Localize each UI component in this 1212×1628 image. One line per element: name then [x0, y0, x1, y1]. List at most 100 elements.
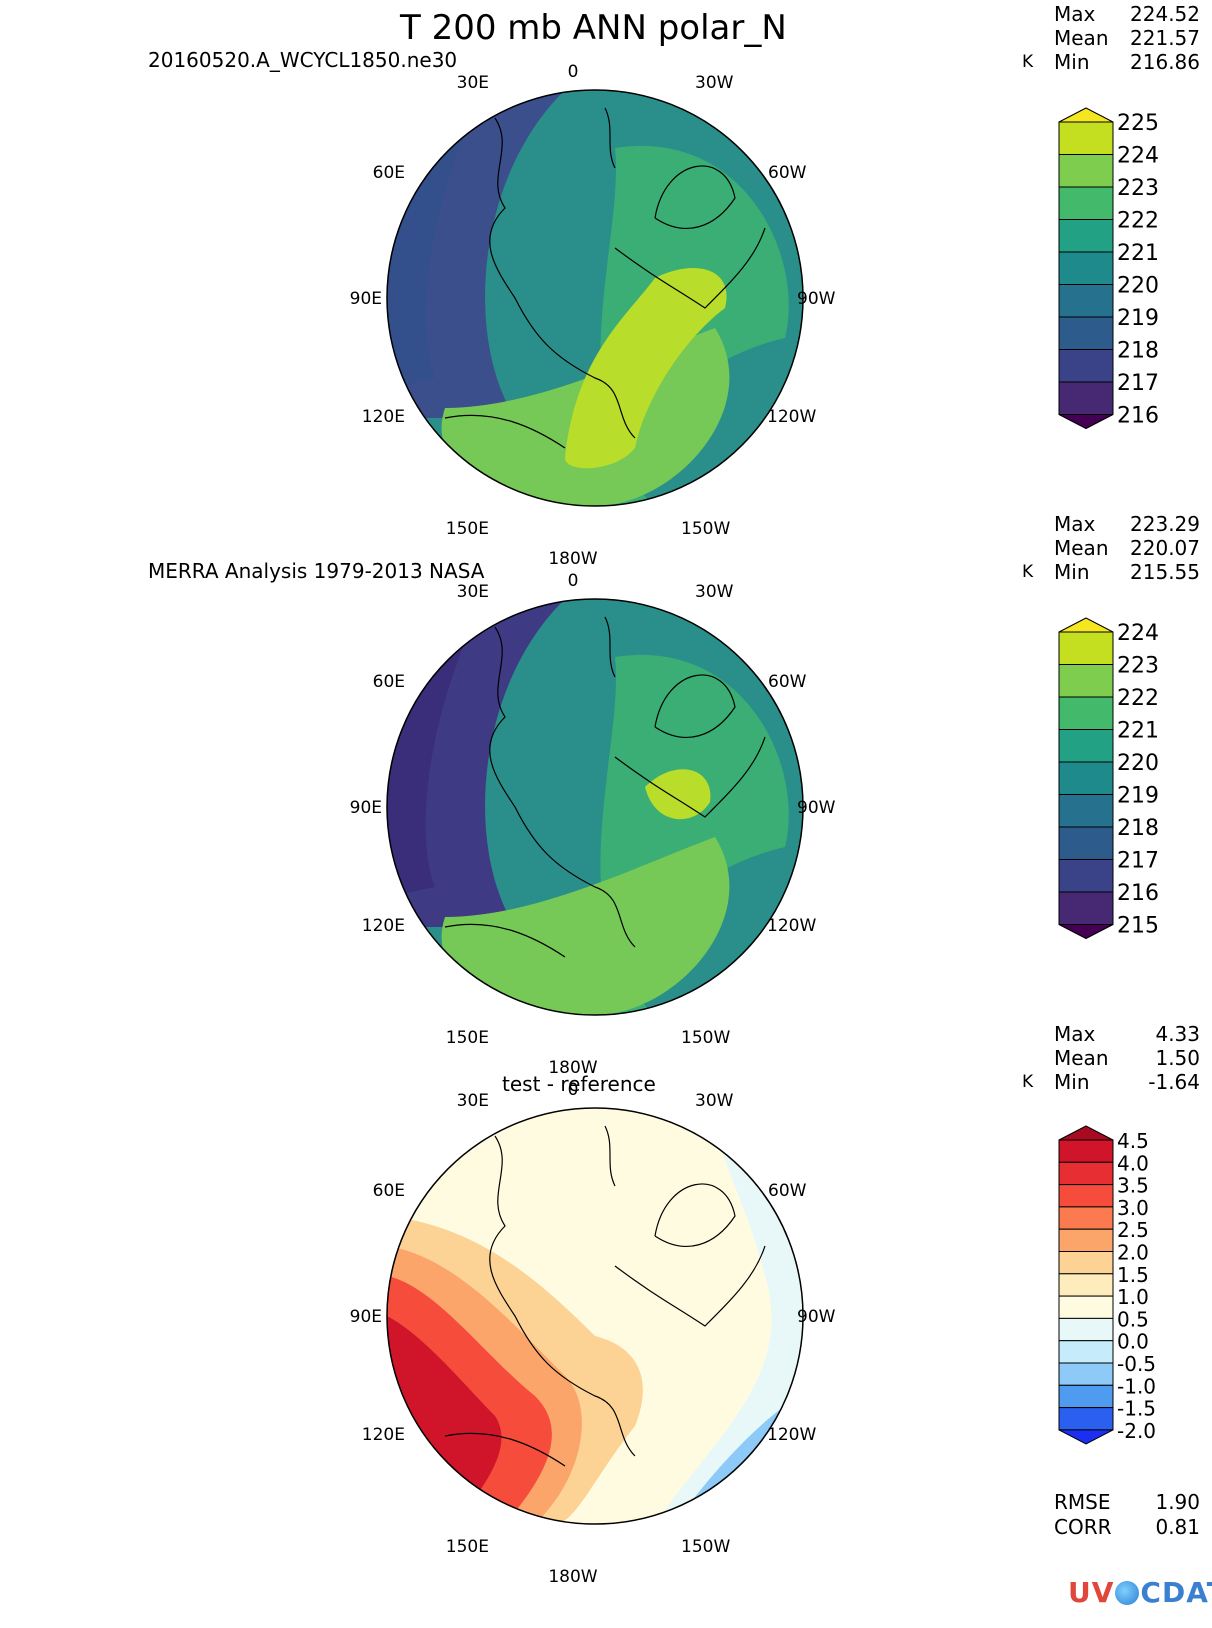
colorbar-tick-label: 221: [1117, 719, 1159, 744]
lon-label-180w: 180W: [548, 1567, 597, 1587]
map-boundary: [386, 598, 804, 1016]
lon-label-0: 0: [568, 571, 579, 591]
colorbar-tick-label: 216: [1117, 404, 1159, 429]
colorbar-swatch: [1058, 794, 1114, 828]
uvcdat-logo: UV CDAT: [1068, 1576, 1212, 1609]
lon-label-120w: 120W: [767, 916, 816, 936]
lon-label-30w: 30W: [695, 1091, 734, 1111]
panel-2-mean-value: 220.07: [1130, 536, 1200, 560]
warmest-region: [645, 769, 711, 820]
colorbar-tick-label: 2.5: [1117, 1218, 1149, 1242]
colorbar-tick-label: 220: [1117, 751, 1159, 776]
colorbar-swatch: [1058, 1161, 1114, 1186]
rmse-value: 1.90: [1155, 1490, 1200, 1514]
colorbar-tick-label: 2.0: [1117, 1241, 1149, 1265]
lon-label-90w: 90W: [797, 1307, 836, 1327]
lon-label-30w: 30W: [695, 73, 734, 93]
colorbar-tick-label: -1.5: [1117, 1397, 1156, 1421]
colorbar-tick-label: 1.0: [1117, 1285, 1149, 1309]
colorbar-swatch: [1058, 251, 1114, 285]
colorbar-tick-label: -2.0: [1117, 1419, 1156, 1443]
panel-3-max-value: 4.33: [1155, 1022, 1200, 1046]
panel-2-unit: K: [1022, 562, 1034, 582]
lon-label-120w: 120W: [767, 407, 816, 427]
map-panel-1: [387, 90, 803, 506]
lon-label-150e: 150E: [446, 519, 489, 539]
lon-label-120e: 120E: [362, 916, 405, 936]
panel-3-mean-value: 1.50: [1155, 1046, 1200, 1070]
colorbar-tick-label: 222: [1117, 686, 1159, 711]
panel-3-subtitle: test - reference: [502, 1072, 656, 1096]
lon-label-120e: 120E: [362, 1425, 405, 1445]
colorbar-bottom-arrow: [1058, 1429, 1114, 1445]
lon-label-150e: 150E: [446, 1537, 489, 1557]
map-boundary: [386, 89, 804, 507]
corr-value: 0.81: [1155, 1515, 1200, 1539]
colorbar-tick-label: 217: [1117, 849, 1159, 874]
colorbar-tick-label: 219: [1117, 306, 1159, 331]
logo-part-1: UV: [1068, 1576, 1115, 1609]
colorbar-tick-label: 4.0: [1117, 1151, 1149, 1175]
colorbar-swatch: [1058, 186, 1114, 220]
colorbar-swatch: [1058, 826, 1114, 860]
colorbar-bottom-arrow: [1058, 924, 1114, 940]
rmse-label: RMSE: [1054, 1490, 1111, 1514]
colorbar-tick-label: 218: [1117, 816, 1159, 841]
colorbar-tick-label: -1.0: [1117, 1374, 1156, 1398]
colorbar-tick-label: -0.5: [1117, 1352, 1156, 1376]
panel-1-min-value: 216.86: [1130, 50, 1200, 74]
colorbar-swatch: [1058, 1295, 1114, 1319]
warmest-region: [565, 268, 727, 469]
panel-3-min-label: Min: [1054, 1070, 1090, 1094]
lon-label-180w: 180W: [548, 1058, 597, 1078]
colorbar-swatch: [1058, 1362, 1114, 1386]
colorbar-swatch: [1058, 729, 1114, 763]
near-zero-region: [655, 1108, 803, 1524]
lon-label-60w: 60W: [768, 163, 807, 183]
colorbar-tick-label: 215: [1117, 914, 1159, 939]
colorbar-top-arrow: [1058, 107, 1114, 123]
colorbar-top-arrow: [1058, 617, 1114, 633]
colorbar-swatch: [1058, 1228, 1114, 1252]
colorbar-2: 224 223 222 221 220 219 218 217 216 215: [1058, 617, 1159, 940]
panel-2-mean-label: Mean: [1054, 536, 1109, 560]
colorbar-swatch: [1058, 1206, 1114, 1230]
panel-1-min-label: Min: [1054, 50, 1090, 74]
colorbar-tick-label: 223: [1117, 654, 1159, 679]
lon-label-180w: 180W: [548, 549, 597, 569]
panel-3-min-value: -1.64: [1148, 1070, 1200, 1094]
lon-label-60w: 60W: [768, 672, 807, 692]
panel-2-max-value: 223.29: [1130, 512, 1200, 536]
lon-label-90e: 90E: [350, 1307, 382, 1327]
panel-1-max-label: Max: [1054, 2, 1096, 26]
colorbar-swatch: [1058, 154, 1114, 188]
lon-label-30w: 30W: [695, 582, 734, 602]
colorbar-tick-label: 222: [1117, 209, 1159, 234]
panel-1-subtitle: 20160520.A_WCYCL1850.ne30: [148, 48, 458, 72]
corr-label: CORR: [1054, 1515, 1112, 1539]
panel-2-max-label: Max: [1054, 512, 1096, 536]
lon-label-0: 0: [568, 62, 579, 82]
colorbar-3: 4.54.03.53.02.52.01.51.00.50.0-0.5-1.0-1…: [1058, 1125, 1156, 1445]
panel-2-min-label: Min: [1054, 560, 1090, 584]
panel-1-mean-label: Mean: [1054, 26, 1109, 50]
panel-2-min-value: 215.55: [1130, 560, 1200, 584]
colorbar-tick-label: 221: [1117, 241, 1159, 266]
colorbar-tick-label: 216: [1117, 881, 1159, 906]
colorbar-top-arrow: [1058, 1125, 1114, 1141]
colorbar-swatch: [1058, 121, 1114, 155]
colorbar-swatch: [1058, 664, 1114, 698]
map-panel-2: [387, 599, 803, 1015]
coastline: [444, 1125, 766, 1467]
colorbar-tick-label: 224: [1117, 621, 1159, 646]
colorbar-tick-label: 217: [1117, 371, 1159, 396]
panel-3-max-label: Max: [1054, 1022, 1096, 1046]
lon-label-60e: 60E: [373, 163, 405, 183]
lon-label-150w: 150W: [681, 1028, 730, 1048]
colorbar-swatch: [1058, 1251, 1114, 1275]
lon-label-60w: 60W: [768, 1181, 807, 1201]
colorbar-tick-label: 4.5: [1117, 1129, 1149, 1153]
colorbar-tick-label: 0.0: [1117, 1330, 1149, 1354]
colorbar-bottom-arrow: [1058, 414, 1114, 430]
